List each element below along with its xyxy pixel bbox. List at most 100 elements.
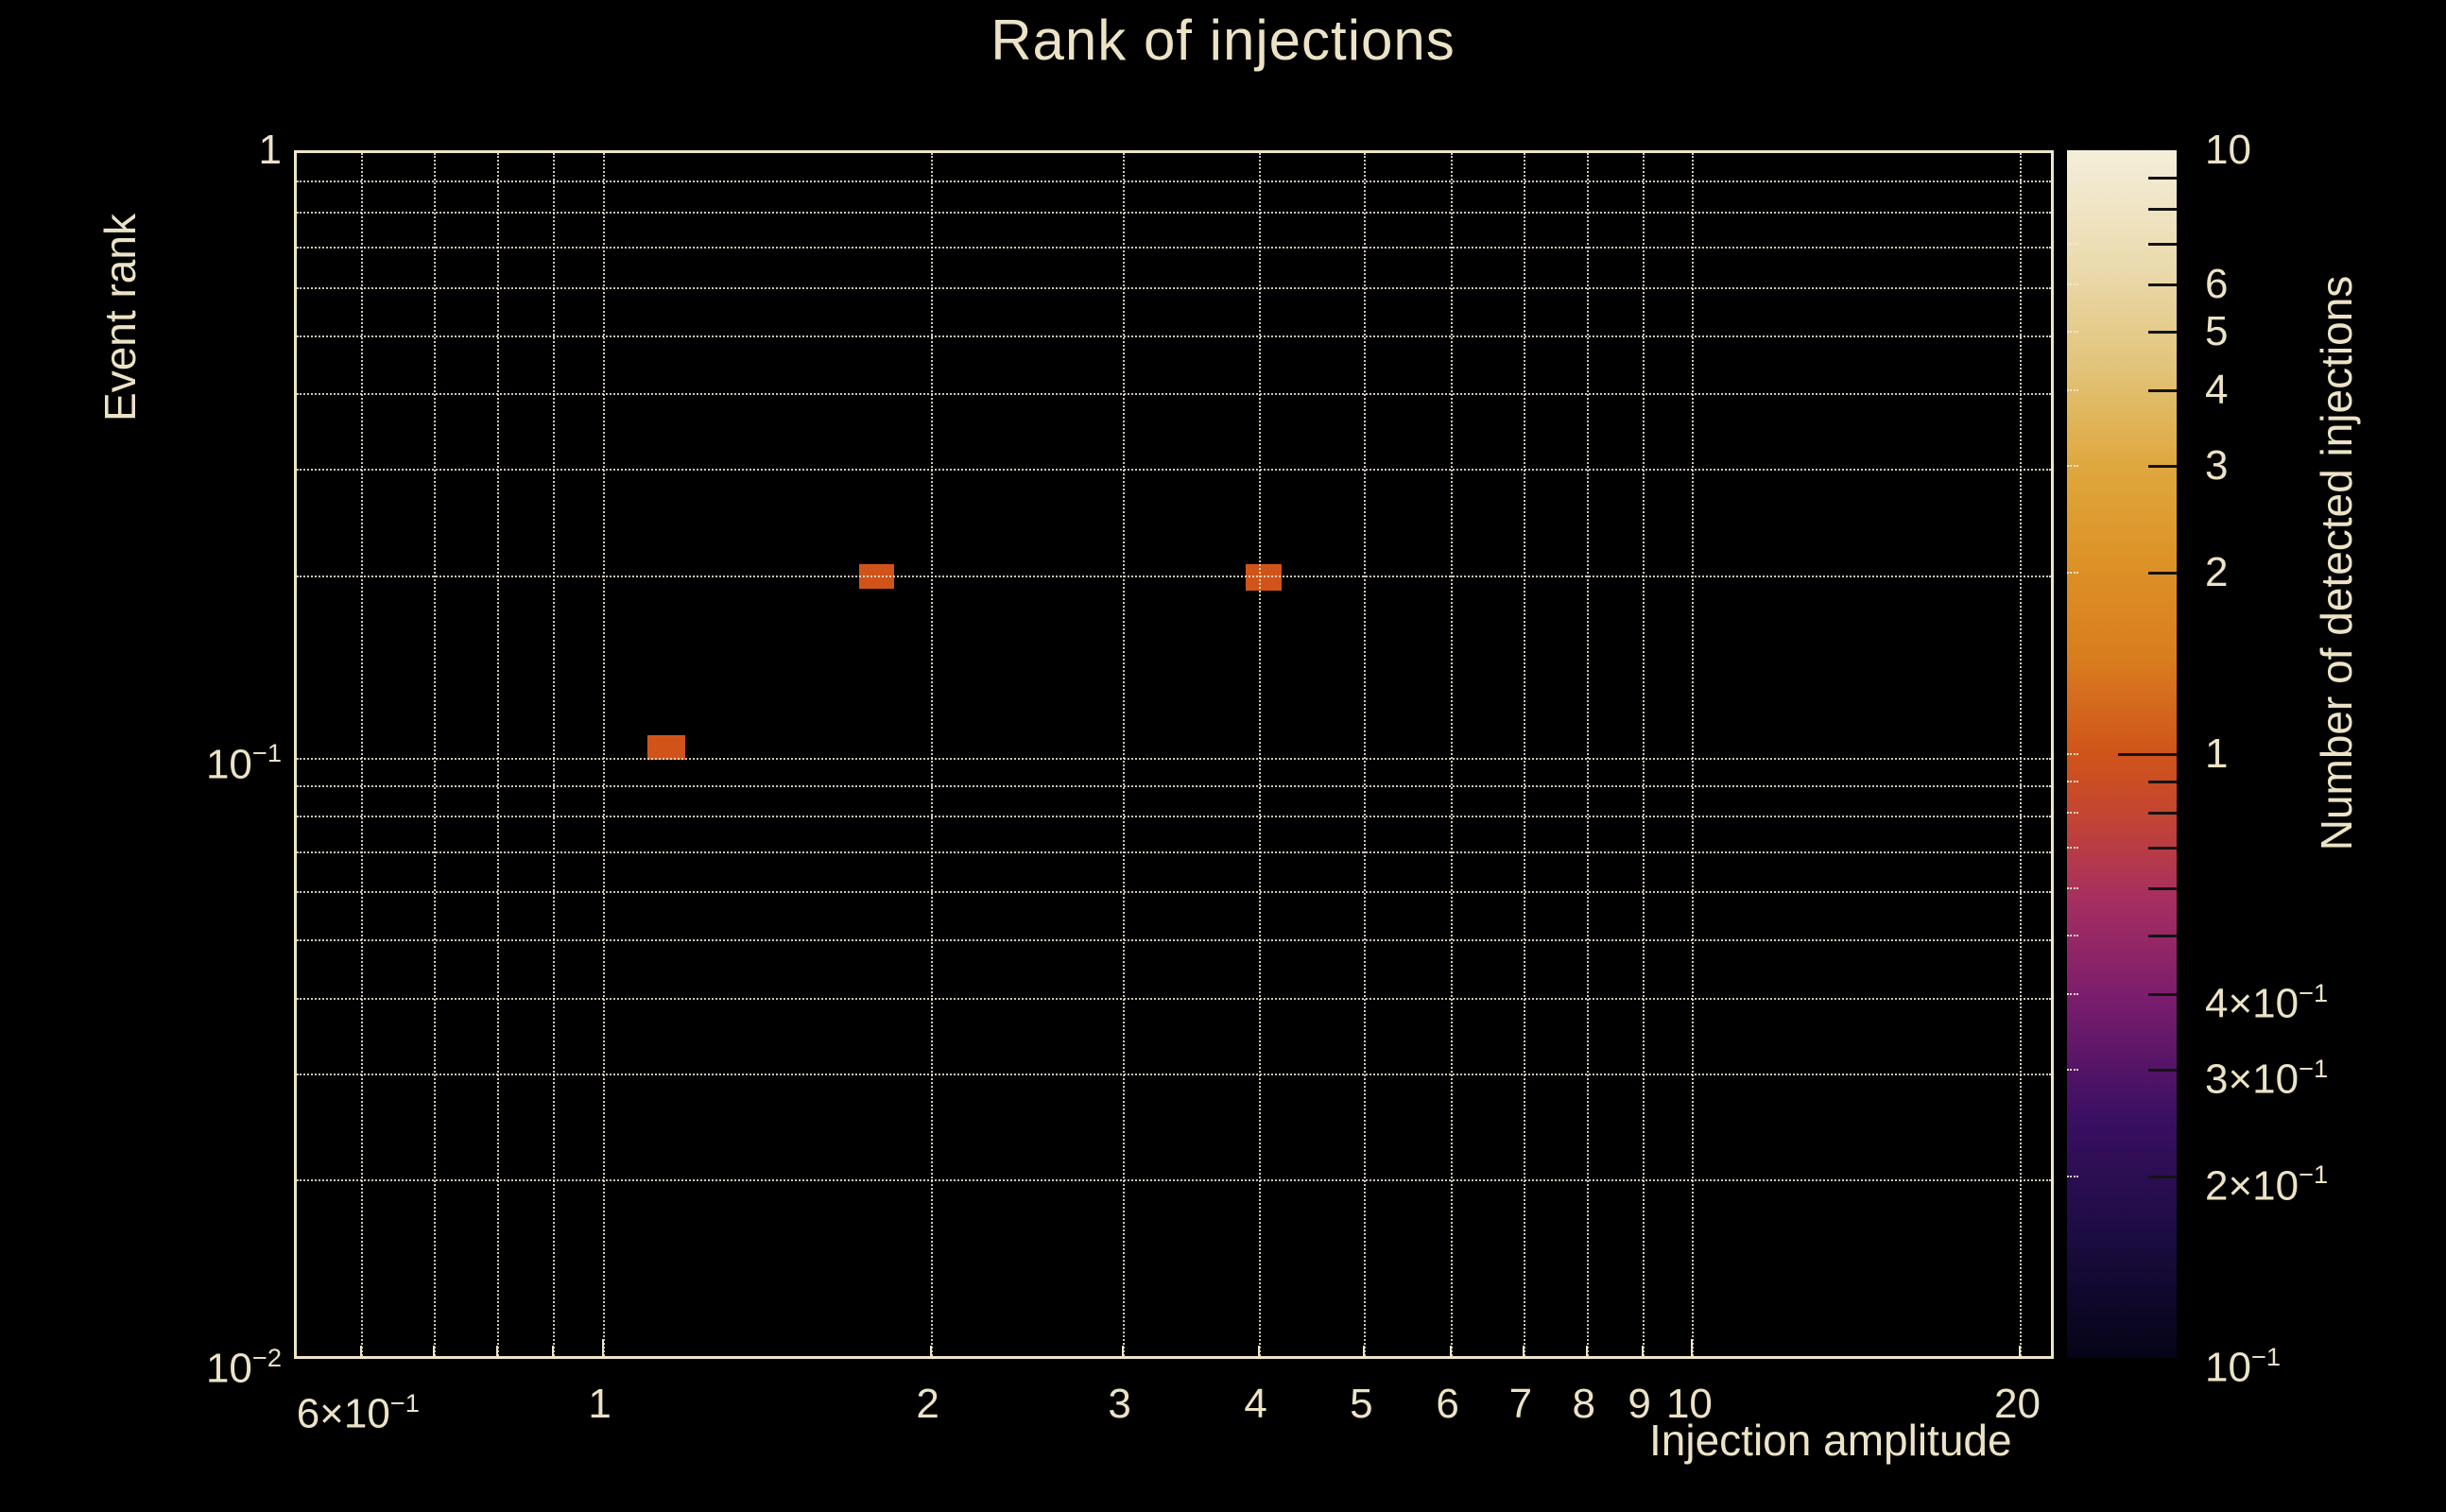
y-gridline [297, 939, 2051, 941]
x-tick-label: 4 [1244, 1381, 1267, 1427]
x-tick-label: 3 [1108, 1381, 1131, 1427]
colorbar-tick-mark-left [2067, 242, 2078, 247]
colorbar-tick-mark-left [2067, 781, 2078, 784]
y-gridline [297, 1073, 2051, 1075]
colorbar-tick-mark [2148, 886, 2177, 890]
x-tick-label: 6×10−1 [296, 1387, 420, 1437]
y-gridline [297, 850, 2051, 853]
colorbar-tick-label: 3×10−1 [2205, 1053, 2329, 1103]
colorbar-tick-mark-left [2067, 886, 2078, 891]
colorbar-tick-label: 2×10−1 [2205, 1160, 2329, 1210]
x-gridline [1692, 153, 1695, 1356]
colorbar-tick-label: 10−1 [2205, 1341, 2282, 1391]
colorbar-label: Number of detected injections [2312, 275, 2361, 851]
colorbar-tick-mark [2148, 242, 2177, 246]
colorbar-tick-mark [2148, 331, 2177, 335]
y-gridline [297, 286, 2051, 289]
colorbar-tick-mark-left [2067, 935, 2078, 938]
x-tick-mark [1585, 1346, 1588, 1356]
exponent: −1 [389, 1387, 420, 1418]
colorbar-tick-mark [2148, 389, 2177, 393]
x-gridline [1586, 153, 1589, 1356]
x-tick-label: 6 [1436, 1381, 1459, 1427]
y-gridline [297, 469, 2051, 472]
colorbar-tick-mark [2148, 283, 2177, 286]
y-tick-label: 10−2 [205, 1342, 282, 1392]
colorbar-tick-mark-left [2067, 283, 2078, 287]
x-gridline [1364, 153, 1367, 1356]
x-tick-mark [359, 1346, 362, 1356]
chart-title: Rank of injections [990, 9, 1456, 72]
x-tick-label: 8 [1572, 1381, 1595, 1427]
x-gridline [1258, 153, 1261, 1356]
colorbar-tick-mark-left [2067, 207, 2078, 212]
x-gridline [1450, 153, 1453, 1356]
x-tick-label: 2 [916, 1381, 939, 1427]
x-gridline [1523, 153, 1525, 1356]
x-tick-label: 5 [1350, 1381, 1373, 1427]
exponent: −1 [2299, 1053, 2329, 1083]
x-tick-mark [1257, 1346, 1260, 1356]
exponent: −1 [2299, 977, 2329, 1007]
x-gridline [2020, 153, 2023, 1356]
plot-area [294, 150, 2054, 1359]
x-gridline [1642, 153, 1645, 1356]
x-tick-mark [432, 1346, 435, 1356]
exponent: −1 [2250, 1341, 2282, 1371]
x-tick-mark [1449, 1346, 1452, 1356]
x-axis-label: Injection amplitude [1649, 1416, 2012, 1465]
x-tick-mark [2019, 1346, 2022, 1356]
y-gridline [297, 247, 2051, 249]
y-tick-label: 1 [258, 127, 282, 173]
y-gridline [297, 1179, 2051, 1182]
colorbar-tick-mark-left [2067, 846, 2078, 850]
x-tick-label: 1 [588, 1381, 612, 1427]
colorbar-tick-label: 3 [2205, 442, 2229, 490]
x-tick-mark [1522, 1346, 1524, 1356]
y-gridline [297, 997, 2051, 1000]
y-gridline [297, 784, 2051, 787]
x-tick-mark [551, 1346, 554, 1356]
y-gridline [297, 891, 2051, 894]
exponent: −2 [251, 1342, 282, 1372]
colorbar-tick-mark [2148, 846, 2177, 850]
colorbar-tick-mark [2148, 465, 2177, 469]
x-gridline [930, 153, 933, 1356]
y-gridline [297, 816, 2051, 818]
y-axis-label: Event rank [95, 214, 145, 421]
x-tick-mark [601, 1339, 604, 1356]
x-gridline [552, 153, 555, 1356]
colorbar-tick-mark-left [2067, 993, 2078, 997]
x-tick-mark [929, 1346, 932, 1356]
x-tick-mark [495, 1346, 498, 1356]
colorbar-tick-mark-left [2067, 465, 2078, 469]
x-tick-mark [1641, 1346, 1644, 1356]
x-gridline [496, 153, 499, 1356]
y-tick-label: 10−1 [205, 738, 282, 788]
colorbar-tick-mark [2118, 753, 2177, 756]
colorbar-tick-label: 5 [2205, 308, 2229, 355]
y-gridline [297, 335, 2051, 337]
colorbar-tick-label: 4 [2205, 367, 2229, 414]
exponent: −1 [2299, 1160, 2329, 1190]
colorbar-tick-label: 2 [2205, 548, 2229, 595]
colorbar-tick-mark [2148, 781, 2177, 784]
colorbar-tick-mark-left [2067, 331, 2078, 335]
colorbar-tick-label: 1 [2205, 730, 2229, 777]
colorbar-tick-mark-left [2067, 1069, 2078, 1073]
y-gridline [297, 393, 2051, 396]
colorbar-tick-label: 6 [2205, 260, 2229, 307]
colorbar-tick-mark-left [2067, 811, 2078, 816]
x-gridline [602, 153, 605, 1356]
histogram-bin [647, 734, 685, 761]
colorbar-tick-mark-left [2067, 571, 2078, 576]
colorbar-tick-mark [2148, 177, 2177, 180]
x-gridline [1122, 153, 1125, 1356]
x-gridline [360, 153, 363, 1356]
colorbar-tick-mark-left [2067, 177, 2078, 180]
x-gridline [433, 153, 436, 1356]
exponent: −1 [251, 738, 282, 768]
x-tick-label: 9 [1628, 1381, 1651, 1427]
y-gridline [297, 180, 2051, 183]
x-tick-mark [1363, 1346, 1366, 1356]
